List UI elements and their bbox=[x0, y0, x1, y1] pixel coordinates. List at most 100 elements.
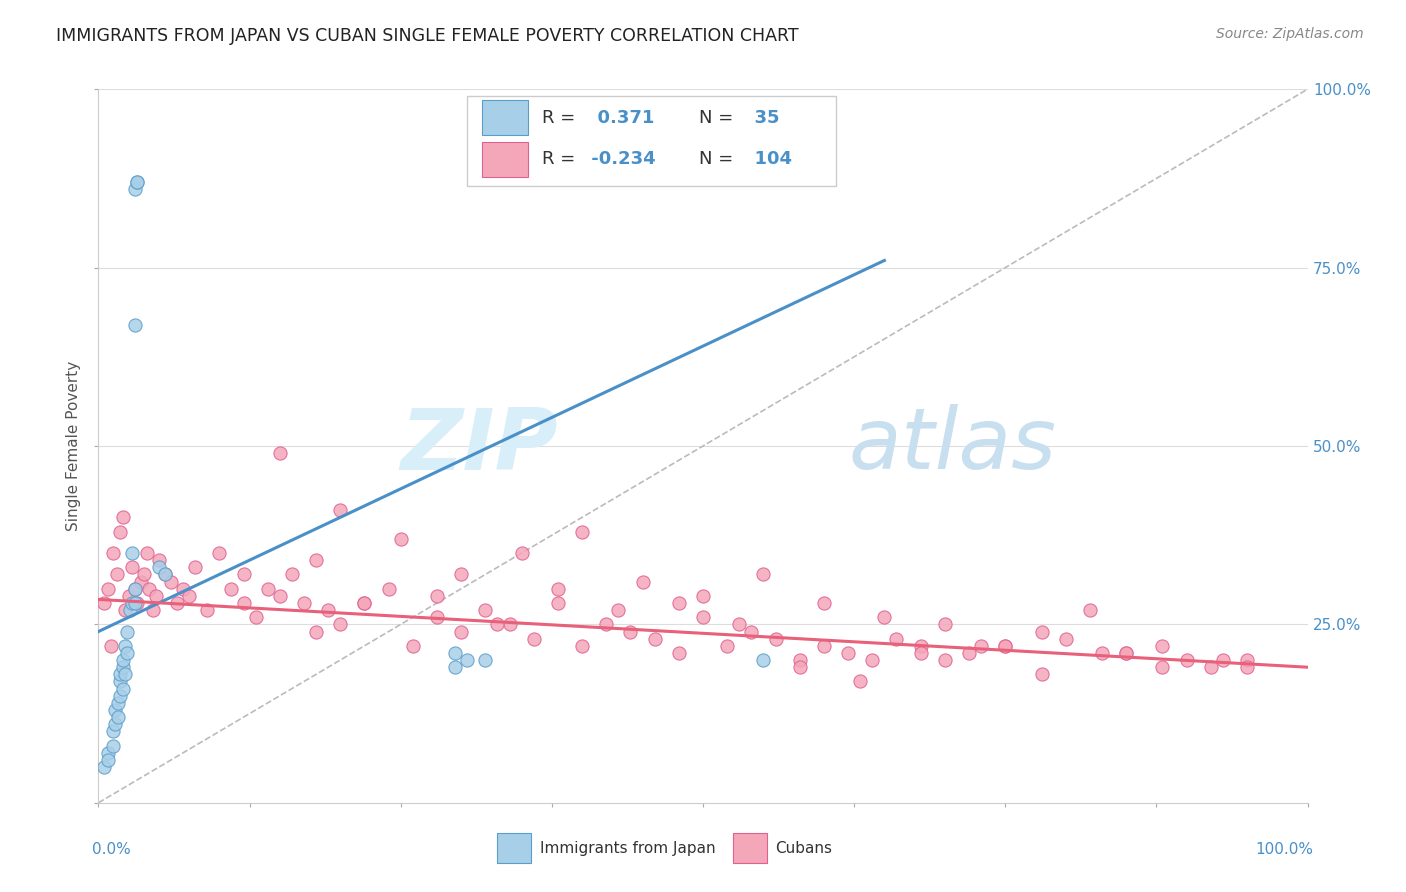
Point bbox=[1152, 660, 1174, 674]
Point bbox=[1199, 660, 1222, 674]
Y-axis label: Single Female Poverty: Single Female Poverty bbox=[66, 361, 82, 531]
Point bbox=[208, 546, 231, 560]
Text: 35: 35 bbox=[742, 109, 779, 127]
Text: 0.0%: 0.0% bbox=[93, 842, 131, 857]
Point bbox=[934, 617, 956, 632]
Point bbox=[114, 639, 136, 653]
Point bbox=[166, 596, 188, 610]
Text: atlas: atlas bbox=[848, 404, 1056, 488]
Point bbox=[127, 596, 149, 610]
Point bbox=[256, 582, 278, 596]
Point bbox=[135, 546, 157, 560]
Point bbox=[994, 639, 1017, 653]
Point bbox=[195, 603, 218, 617]
Point bbox=[281, 567, 304, 582]
Point bbox=[728, 617, 751, 632]
Point bbox=[692, 610, 714, 624]
Point bbox=[108, 667, 131, 681]
Point bbox=[474, 603, 496, 617]
Text: 104: 104 bbox=[742, 151, 792, 169]
Text: -0.234: -0.234 bbox=[585, 151, 655, 169]
Point bbox=[765, 632, 787, 646]
Point bbox=[752, 567, 775, 582]
Point bbox=[910, 639, 932, 653]
Point bbox=[389, 532, 412, 546]
FancyBboxPatch shape bbox=[498, 833, 531, 863]
Point bbox=[124, 182, 146, 196]
Point bbox=[444, 646, 467, 660]
Point bbox=[1078, 603, 1101, 617]
Point bbox=[316, 603, 339, 617]
FancyBboxPatch shape bbox=[482, 143, 527, 177]
Point bbox=[93, 760, 115, 774]
Point bbox=[426, 589, 449, 603]
Point bbox=[305, 624, 328, 639]
Text: IMMIGRANTS FROM JAPAN VS CUBAN SINGLE FEMALE POVERTY CORRELATION CHART: IMMIGRANTS FROM JAPAN VS CUBAN SINGLE FE… bbox=[56, 27, 799, 45]
Point bbox=[232, 567, 254, 582]
Point bbox=[571, 524, 593, 539]
Point bbox=[837, 646, 859, 660]
Point bbox=[179, 589, 201, 603]
Point bbox=[134, 567, 156, 582]
Point bbox=[121, 546, 143, 560]
Text: ZIP: ZIP bbox=[401, 404, 558, 488]
Point bbox=[107, 710, 129, 724]
Text: N =: N = bbox=[699, 109, 734, 127]
FancyBboxPatch shape bbox=[467, 96, 837, 186]
Point bbox=[1031, 624, 1053, 639]
Point bbox=[305, 553, 328, 567]
Point bbox=[117, 646, 139, 660]
Text: 0.371: 0.371 bbox=[585, 109, 654, 127]
Point bbox=[104, 703, 127, 717]
Point bbox=[97, 746, 120, 760]
Point bbox=[118, 589, 141, 603]
Point bbox=[232, 596, 254, 610]
Text: Immigrants from Japan: Immigrants from Japan bbox=[540, 841, 716, 856]
Point bbox=[184, 560, 207, 574]
Point bbox=[111, 681, 134, 696]
Point bbox=[124, 582, 146, 596]
Point bbox=[124, 582, 146, 596]
Point bbox=[934, 653, 956, 667]
Point bbox=[145, 589, 167, 603]
Point bbox=[644, 632, 666, 646]
Point bbox=[160, 574, 183, 589]
Point bbox=[523, 632, 546, 646]
Point bbox=[716, 639, 738, 653]
Point bbox=[450, 624, 472, 639]
Point bbox=[510, 546, 533, 560]
Point bbox=[100, 639, 122, 653]
Point bbox=[108, 524, 131, 539]
Point bbox=[668, 596, 690, 610]
Point bbox=[1236, 660, 1258, 674]
Point bbox=[547, 596, 569, 610]
Point bbox=[292, 596, 315, 610]
Point bbox=[813, 596, 835, 610]
Point bbox=[740, 624, 762, 639]
Point bbox=[127, 175, 149, 189]
Point bbox=[148, 560, 170, 574]
Point bbox=[886, 632, 908, 646]
Point bbox=[910, 646, 932, 660]
Point bbox=[129, 574, 152, 589]
Point bbox=[269, 446, 291, 460]
Point bbox=[789, 660, 811, 674]
Point bbox=[104, 717, 127, 731]
FancyBboxPatch shape bbox=[734, 833, 768, 863]
Point bbox=[789, 653, 811, 667]
Point bbox=[105, 567, 128, 582]
Point bbox=[1236, 653, 1258, 667]
Point bbox=[456, 653, 478, 667]
Point bbox=[124, 596, 146, 610]
Point bbox=[153, 567, 176, 582]
Point bbox=[860, 653, 883, 667]
Point bbox=[111, 653, 134, 667]
Point bbox=[117, 624, 139, 639]
Text: N =: N = bbox=[699, 151, 734, 169]
Point bbox=[97, 753, 120, 767]
Point bbox=[1152, 639, 1174, 653]
Text: R =: R = bbox=[543, 109, 575, 127]
Point bbox=[101, 724, 124, 739]
Point bbox=[957, 646, 980, 660]
Point bbox=[221, 582, 243, 596]
